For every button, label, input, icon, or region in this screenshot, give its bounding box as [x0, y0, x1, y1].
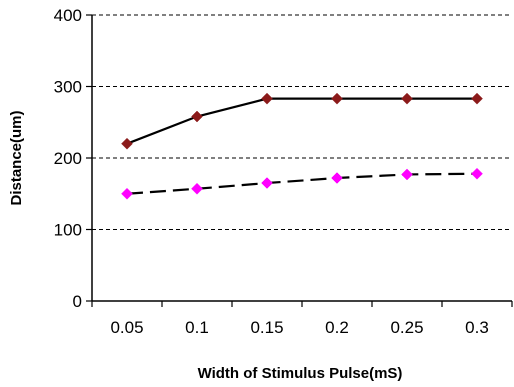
y-tick-label: 400 — [54, 6, 82, 25]
series-2-point — [191, 182, 203, 195]
series-2-point — [331, 172, 343, 184]
y-tick-label: 200 — [54, 149, 82, 168]
tick-labels: 0 100 200 300 400 0.05 0.1 0.15 0.2 0.25 0.3 — [54, 6, 489, 337]
series-1-point — [191, 110, 203, 123]
series-1-point — [471, 92, 483, 105]
x-tick-label: 0.05 — [110, 318, 143, 337]
x-tick-label: 0.1 — [185, 318, 209, 337]
series-1-point — [331, 92, 343, 105]
gridlines — [92, 14, 512, 230]
series-2-point — [121, 187, 133, 200]
series-2-line — [126, 172, 478, 195]
y-tick-label: 100 — [54, 221, 82, 240]
x-tick-label: 0.25 — [390, 318, 423, 337]
y-tick-label: 0 — [73, 292, 82, 311]
series-2-point — [261, 177, 273, 189]
x-axis-title: Width of Stimulus Pulse(mS) — [198, 365, 403, 382]
series-1-line — [126, 97, 477, 145]
y-tick-label: 300 — [54, 78, 82, 97]
series-2-point — [401, 168, 413, 181]
series-layer — [121, 92, 483, 200]
x-tick-label: 0.2 — [325, 318, 349, 337]
series-2-point — [471, 167, 483, 180]
y-axis-title: Distance(um) — [8, 110, 25, 205]
x-tick-label: 0.3 — [465, 318, 489, 337]
series-1-point — [121, 137, 133, 150]
series-1-point — [261, 92, 273, 105]
x-tick-label: 0.15 — [250, 318, 283, 337]
axes — [86, 14, 513, 307]
series-1-point — [401, 92, 413, 105]
